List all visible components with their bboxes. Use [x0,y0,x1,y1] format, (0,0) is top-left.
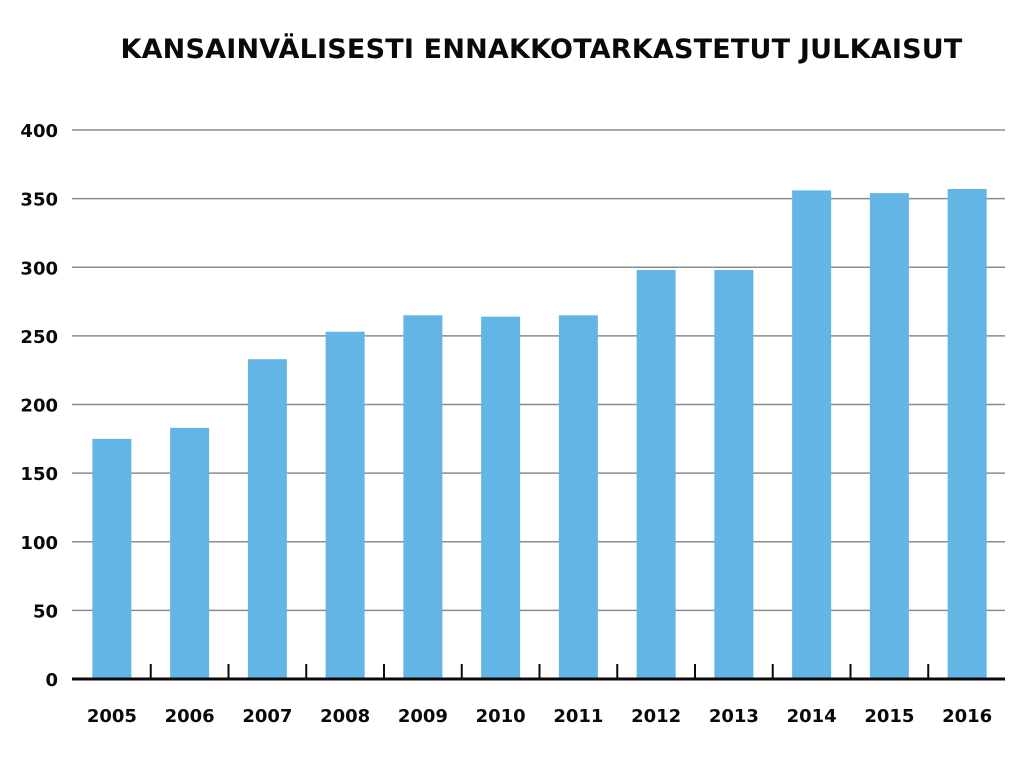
x-tick-label: 2015 [864,706,914,727]
bar-2011 [558,315,598,679]
x-tick-label: 2009 [398,706,448,727]
bar-2013 [714,269,754,679]
x-tick-label: 2014 [787,706,837,727]
x-tick-label: 2006 [165,706,215,727]
x-tick-label: 2007 [242,706,292,727]
bar-2005 [92,438,132,679]
chart-title: KANSAINVÄLISESTI ENNAKKOTARKASTETUT JULK… [120,34,963,65]
bar-2007 [247,359,287,679]
bar-2006 [170,427,210,679]
x-axis [72,664,1005,681]
y-tick-label: 50 [33,601,58,622]
bars [92,189,987,679]
y-tick-label: 350 [20,190,58,211]
bar-2015 [869,193,909,679]
x-tick-label: 2011 [553,706,603,727]
y-tick-label: 250 [20,327,58,348]
y-tick-labels: 0 50 100 150 200 250 300 350 400 [20,121,58,691]
x-tick-label: 2005 [87,706,137,727]
bar-2012 [636,269,676,679]
x-tick-label: 2016 [942,706,992,727]
bar-2014 [792,190,832,679]
bar-2016 [947,189,987,679]
bar-2009 [403,315,443,679]
x-tick-label: 2013 [709,706,759,727]
x-tick-label: 2008 [320,706,370,727]
y-tick-label: 150 [20,464,58,485]
y-tick-label: 300 [20,258,58,279]
y-tick-label: 100 [20,533,58,554]
y-tick-label: 400 [20,121,58,142]
bar-2010 [481,316,521,679]
gridlines [72,129,1005,612]
x-tick-label: 2012 [631,706,681,727]
x-tick-labels: 2005 2006 2007 2008 2009 2010 2011 2012 2013 2014… [87,706,992,727]
x-tick-label: 2010 [476,706,526,727]
bar-2008 [325,331,365,679]
y-tick-label: 200 [20,396,58,417]
y-tick-label: 0 [45,670,58,691]
